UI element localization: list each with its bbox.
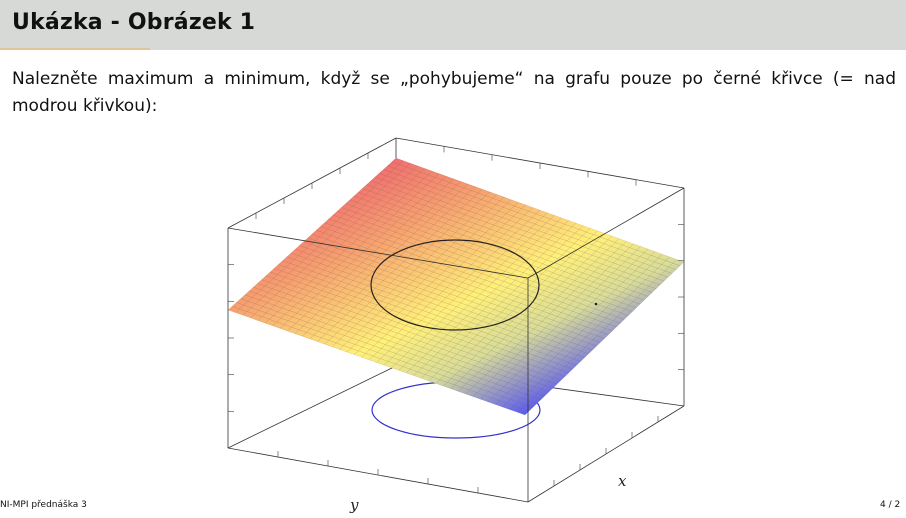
mesh-line-u — [309, 186, 476, 340]
mesh-line-u — [406, 220, 569, 374]
mesh-line-u — [339, 196, 505, 350]
mesh-line-v — [332, 214, 625, 320]
mesh-line-v — [387, 165, 677, 270]
mesh-line-u — [435, 230, 598, 384]
mesh-line-v — [353, 195, 645, 301]
mesh-line-u — [398, 217, 562, 371]
mesh-line-v — [269, 271, 565, 377]
mesh-line-v — [358, 191, 649, 297]
mesh-line-u — [346, 199, 512, 353]
mesh-line-v — [248, 290, 545, 397]
mesh-line-v — [257, 283, 553, 389]
mesh-line-u — [495, 251, 656, 405]
mesh-line-v — [324, 222, 617, 328]
mesh-line-u — [361, 204, 526, 358]
mesh-line-u — [383, 212, 548, 366]
mesh-line-v — [244, 294, 541, 400]
mesh-line-v — [341, 207, 633, 312]
mesh-line-u — [420, 225, 584, 379]
mesh-line-u — [368, 207, 533, 361]
mesh-line-u — [287, 178, 454, 332]
mesh-line-u — [509, 256, 670, 410]
mesh-line-u — [465, 241, 627, 395]
mesh-line-v — [316, 229, 609, 335]
mesh-line-v — [228, 309, 526, 415]
mesh-line-v — [290, 252, 585, 358]
mesh-line-v — [274, 267, 569, 374]
mesh-line-u — [524, 261, 684, 415]
mesh-line-u — [428, 228, 591, 382]
mesh-line-u — [294, 181, 461, 334]
mesh-line-v — [265, 275, 561, 381]
mesh-line-u — [264, 170, 433, 324]
surface — [228, 158, 684, 415]
x-axis-label: x — [618, 472, 627, 490]
mesh-line-v — [299, 245, 593, 351]
mesh-line-u — [235, 160, 404, 313]
mesh-line-v — [236, 302, 534, 408]
title-accent-line — [0, 48, 150, 50]
surface-plot: x y — [200, 130, 710, 514]
surface-mesh — [228, 158, 684, 415]
mesh-line-u — [450, 235, 613, 389]
point-marker — [594, 302, 598, 306]
mesh-line-v — [240, 298, 538, 404]
mesh-line-u — [354, 202, 519, 355]
mesh-line-u — [257, 168, 425, 321]
mesh-line-u — [242, 163, 411, 316]
mesh-line-v — [366, 184, 657, 290]
mesh-line-u — [472, 243, 634, 397]
mesh-line-u — [331, 194, 497, 347]
mesh-line-v — [307, 237, 601, 343]
mesh-line-u — [480, 246, 641, 400]
mesh-line-u — [443, 233, 605, 387]
footer-course: NI-MPI přednáška 3 — [0, 500, 87, 510]
black-curve — [370, 239, 540, 331]
y-axis-label: y — [349, 496, 359, 513]
mesh-line-v — [328, 218, 621, 324]
footer-page-number: 4 / 2 — [880, 500, 901, 510]
mesh-line-u — [487, 248, 649, 403]
mesh-line-u — [324, 191, 490, 345]
mesh-line-v — [303, 241, 597, 347]
mesh-line-v — [391, 161, 681, 267]
mesh-line-v — [295, 248, 589, 355]
mesh-line-v — [383, 169, 673, 274]
mesh-line-v — [349, 199, 641, 305]
mesh-line-v — [370, 180, 661, 286]
mesh-line-u — [376, 209, 541, 363]
mesh-line-u — [316, 189, 483, 342]
mesh-line-u — [502, 254, 663, 408]
mesh-line-v — [345, 203, 637, 309]
mesh-line-v — [286, 256, 581, 362]
mesh-line-u — [279, 176, 447, 329]
mesh-line-v — [374, 176, 665, 282]
mesh-line-v — [362, 188, 653, 293]
mesh-line-u — [413, 222, 577, 376]
mesh-line-u — [391, 215, 555, 368]
mesh-line-v — [278, 264, 573, 370]
mesh-line-u — [517, 259, 677, 413]
mesh-line-u — [458, 238, 620, 392]
mesh-line-v — [261, 279, 557, 385]
mesh-line-v — [253, 286, 549, 393]
mesh-line-u — [250, 165, 418, 319]
title-bar: Ukázka - Obrázek 1 — [0, 0, 906, 50]
mesh-line-v — [232, 305, 530, 412]
mesh-line-v — [320, 226, 613, 332]
slide-text: Nalezněte maximum a minimum, když se „po… — [12, 69, 896, 116]
mesh-line-v — [337, 210, 629, 316]
axis-ticks — [228, 146, 684, 493]
mesh-line-v — [311, 233, 605, 339]
mesh-line-v — [379, 172, 669, 278]
slide-title: Ukázka - Obrázek 1 — [12, 10, 256, 35]
surface-plot-svg: x y — [227, 137, 685, 514]
